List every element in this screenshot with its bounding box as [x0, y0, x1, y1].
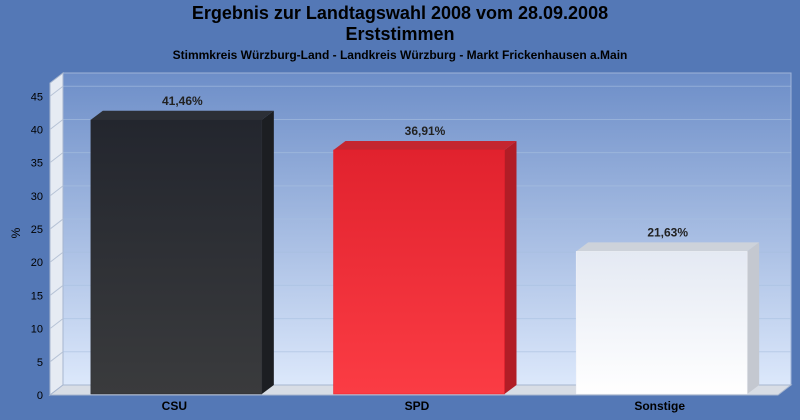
y-axis-label: % — [9, 227, 23, 238]
bar-value-label: 41,46% — [162, 94, 203, 108]
bar-top — [576, 242, 760, 252]
x-category-label: CSU — [162, 399, 187, 413]
gridline-side — [49, 152, 64, 164]
bar-side — [747, 242, 760, 394]
y-tick-label: 15 — [31, 290, 43, 302]
gridline-side — [49, 318, 64, 330]
gridline-side — [49, 218, 64, 230]
x-category-label: SPD — [405, 399, 430, 413]
bar-side — [504, 140, 517, 394]
gridline-side — [49, 119, 64, 130]
bar — [575, 251, 748, 395]
y-tick-label: 20 — [31, 257, 43, 269]
y-tick-label: 45 — [31, 91, 43, 103]
gridline-side — [49, 351, 64, 363]
chart-subsubtitle: Stimmkreis Würzburg-Land - Landkreis Wür… — [172, 48, 628, 62]
y-tick-label: 35 — [31, 158, 43, 170]
y-tick-label: 40 — [31, 124, 43, 136]
gridline-side — [49, 85, 64, 97]
bar-value-label: 21,63% — [647, 225, 688, 239]
y-tick-label: 5 — [37, 357, 43, 369]
gridline-side — [49, 285, 64, 296]
bar-top — [90, 110, 274, 120]
bar — [333, 149, 505, 395]
chart-title: Ergebnis zur Landtagswahl 2008 vom 28.09… — [191, 3, 609, 23]
chart-subtitle: Erststimmen — [345, 24, 455, 44]
y-tick-label: 0 — [37, 390, 43, 402]
bar — [90, 119, 263, 395]
bar-top — [333, 140, 517, 150]
y-tick-label: 25 — [31, 224, 43, 236]
y-tick-label: 10 — [31, 324, 43, 336]
gridline-side — [49, 185, 64, 197]
bar-value-label: 36,91% — [405, 124, 446, 138]
x-category-label: Sonstige — [634, 399, 685, 413]
bar-side — [261, 110, 274, 394]
y-tick-label: 30 — [31, 191, 43, 203]
chart-title-block: Ergebnis zur Landtagswahl 2008 vom 28.09… — [0, 3, 800, 63]
gridline-side — [49, 251, 64, 263]
